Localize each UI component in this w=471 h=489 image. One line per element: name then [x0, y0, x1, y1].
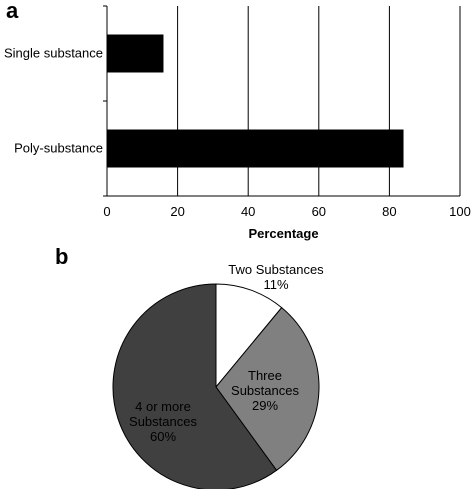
panel-label-a: a — [6, 0, 19, 23]
pie-slice — [215, 283, 283, 389]
panel-label-b: b — [55, 244, 69, 269]
x-tick-label: 100 — [449, 204, 471, 219]
pie-label: Substances — [129, 414, 197, 429]
pie-slice — [112, 283, 278, 489]
pie-label: 29% — [252, 398, 278, 413]
bar — [107, 34, 164, 73]
x-axis-title: Percentage — [248, 226, 318, 241]
pie-label: 4 or more — [135, 399, 191, 414]
pie-label: Substances — [231, 383, 299, 398]
bar-chart: Single substance Poly-substance 0 20 40 60 80 1… — [4, 5, 471, 241]
x-tick-label: 0 — [103, 204, 110, 219]
bar — [107, 129, 404, 168]
x-tick-label: 20 — [170, 204, 184, 219]
pie-label: Two Substances — [228, 262, 324, 277]
x-tick-label: 40 — [241, 204, 255, 219]
x-tick-label: 80 — [382, 204, 396, 219]
pie-label: 60% — [150, 429, 176, 444]
category-label: Single substance — [4, 46, 103, 61]
category-label: Poly-substance — [14, 141, 103, 156]
pie-label: Three — [248, 368, 282, 383]
x-tick-label: 60 — [312, 204, 326, 219]
pie-slice — [215, 306, 320, 472]
pie-label: 11% — [263, 277, 288, 292]
